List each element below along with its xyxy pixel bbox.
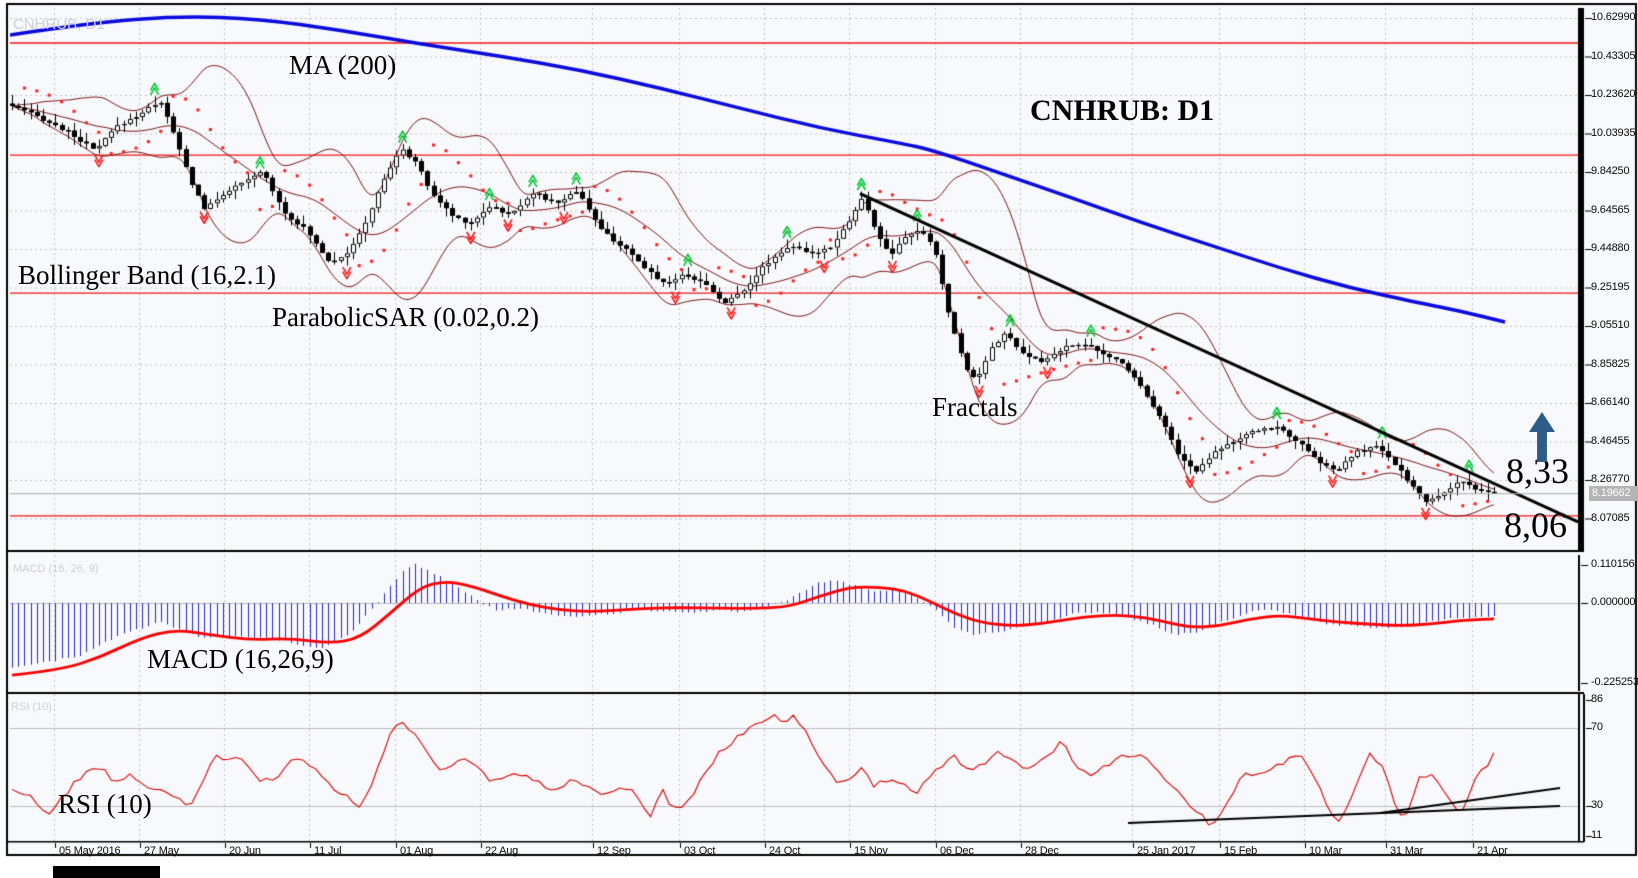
redacted-bar — [53, 866, 160, 878]
price-tick-label: 8.07085 — [1591, 511, 1630, 524]
date-tick-label: 10 Mar — [1309, 845, 1343, 857]
rsi-tick-label: 30 — [1591, 799, 1603, 811]
parabolic-sar-indicator-label: ParabolicSAR (0.02,0.2) — [272, 302, 539, 332]
date-tick-label: 20 Jun — [229, 845, 261, 857]
date-tick-label: 15 Nov — [854, 845, 888, 857]
current-price-badge: 8.19662 — [1589, 486, 1638, 501]
date-tick-label: 03 Oct — [684, 845, 716, 857]
date-tick-label: 06 Dec — [940, 845, 974, 857]
macd-watermark: MACD (16, 26, 9) — [13, 563, 99, 575]
price-tick-label: 10.03935 — [1591, 126, 1636, 139]
date-tick-label: 24 Oct — [769, 845, 801, 857]
fractals-indicator-label: Fractals — [932, 392, 1018, 422]
macd-indicator-label: MACD (16,26,9) — [147, 644, 334, 674]
price-tick-label: 10.43305 — [1591, 49, 1636, 62]
date-tick-label: 25 Jan 2017 — [1137, 845, 1196, 857]
price-tick-label: 8.85825 — [1591, 357, 1630, 370]
support-price-annotation: 8,06 — [1504, 505, 1567, 545]
price-tick-label: 8.66140 — [1591, 396, 1630, 408]
rsi-tick-label: 70 — [1591, 721, 1603, 733]
date-tick-label: 05 May 2016 — [59, 845, 121, 857]
price-tick-label: 8.46455 — [1591, 434, 1630, 447]
rsi-tick-label: 11 — [1591, 829, 1603, 841]
symbol-timeframe-title: CNHRUB: D1 — [1030, 94, 1215, 127]
date-tick-label: 28 Dec — [1025, 845, 1059, 857]
price-tick-label: 9.05510 — [1591, 319, 1630, 331]
rsi-tick-label: 86 — [1591, 693, 1603, 705]
bollinger-indicator-label: Bollinger Band (16,2.1) — [18, 260, 276, 290]
price-tick-label: 9.84250 — [1591, 165, 1630, 177]
date-tick-label: 12 Sep — [597, 845, 631, 857]
price-tick-label: 9.64565 — [1591, 203, 1630, 216]
macd-tick-label: 0.000000 — [1591, 596, 1636, 608]
rsi-watermark: RSI (10) — [11, 701, 52, 713]
price-tick-label: 9.25195 — [1591, 280, 1630, 293]
price-tick-label: 9.44880 — [1591, 242, 1630, 254]
date-tick-label: 11 Jul — [314, 845, 342, 857]
date-tick-label: 22 Aug — [485, 845, 519, 857]
date-tick-label: 31 Mar — [1390, 845, 1424, 857]
date-tick-label: 15 Feb — [1224, 845, 1258, 857]
ma-indicator-label: MA (200) — [289, 50, 397, 80]
macd-tick-label: -0.225253 — [1591, 676, 1638, 688]
rsi-indicator-label: RSI (10) — [58, 789, 152, 819]
date-tick-label: 21 Apr — [1477, 845, 1508, 857]
date-tick-label: 27 May — [144, 845, 179, 857]
price-tick-label: 10.62990 — [1591, 11, 1636, 23]
price-tick-label: 8.26770 — [1591, 473, 1630, 485]
price-tick-label: 10.23620 — [1591, 88, 1636, 100]
macd-tick-label: 0.110156 — [1591, 558, 1635, 570]
symbol-watermark: CNHRUB, D1 — [13, 16, 105, 33]
date-tick-label: 01 Aug — [400, 845, 434, 857]
